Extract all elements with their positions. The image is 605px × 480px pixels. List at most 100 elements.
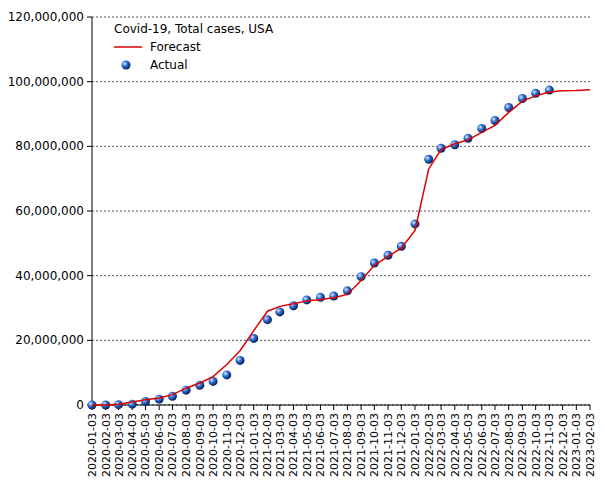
x-tick xyxy=(226,405,227,410)
x-tick-label: 2021-10-03 xyxy=(368,413,381,477)
x-tick xyxy=(199,405,200,410)
x-tick xyxy=(253,405,254,410)
y-tick-label: 20,000,000 xyxy=(15,333,84,347)
y-tick-label: 0 xyxy=(76,398,84,412)
x-tick-label: 2022-09-03 xyxy=(516,413,529,477)
x-tick-label: 2023-02-03 xyxy=(584,413,597,477)
y-tick xyxy=(87,146,92,147)
grid-line xyxy=(92,81,590,82)
x-tick xyxy=(347,405,348,410)
x-tick-label: 2021-11-03 xyxy=(382,413,395,477)
plot-area xyxy=(88,86,591,410)
x-tick-label: 2022-01-03 xyxy=(409,413,422,477)
y-tick-label: 60,000,000 xyxy=(15,204,84,218)
y-tick xyxy=(87,211,92,212)
x-tick-label: 2021-02-03 xyxy=(261,413,274,477)
x-tick-label: 2022-06-03 xyxy=(476,413,489,477)
x-tick-label: 2020-04-03 xyxy=(126,413,139,477)
x-tick-label: 2021-01-03 xyxy=(248,413,261,477)
x-tick xyxy=(213,405,214,410)
actual-point xyxy=(275,307,284,316)
x-tick-label: 2020-06-03 xyxy=(153,413,166,477)
x-tick xyxy=(388,405,389,410)
forecast-line xyxy=(92,90,590,405)
x-tick xyxy=(454,405,455,410)
y-tick xyxy=(87,340,92,341)
x-tick-label: 2021-12-03 xyxy=(395,413,408,477)
x-tick xyxy=(374,405,375,410)
actual-point xyxy=(329,292,338,301)
x-tick-label: 2020-03-03 xyxy=(113,413,126,477)
x-tick-label: 2022-10-03 xyxy=(530,413,543,477)
y-tick-label: 120,000,000 xyxy=(8,10,84,24)
x-tick-label: 2021-05-03 xyxy=(301,413,314,477)
x-tick xyxy=(186,405,187,410)
x-tick xyxy=(172,405,173,410)
grid-line xyxy=(92,275,590,276)
x-tick xyxy=(293,405,294,410)
x-tick-label: 2022-05-03 xyxy=(462,413,475,477)
x-tick xyxy=(401,405,402,410)
x-tick xyxy=(159,405,160,410)
y-tick xyxy=(87,81,92,82)
actual-point xyxy=(222,370,231,379)
grid-line xyxy=(92,17,590,18)
x-tick xyxy=(535,405,536,410)
x-tick-label: 2020-11-03 xyxy=(221,413,234,477)
x-tick-label: 2021-04-03 xyxy=(287,413,300,477)
grid-line xyxy=(92,340,590,341)
y-tick-label: 80,000,000 xyxy=(15,139,84,153)
x-tick-label: 2021-09-03 xyxy=(355,413,368,477)
x-tick-label: 2021-08-03 xyxy=(341,413,354,477)
x-tick-label: 2022-12-03 xyxy=(557,413,570,477)
x-tick xyxy=(522,405,523,410)
x-tick xyxy=(468,405,469,410)
x-tick xyxy=(428,405,429,410)
grid-line xyxy=(92,405,590,406)
x-tick-label: 2022-11-03 xyxy=(543,413,556,477)
legend-label: Actual xyxy=(150,58,188,72)
actual-point xyxy=(141,397,150,406)
y-axis xyxy=(92,17,93,405)
legend-marker xyxy=(114,46,142,48)
x-tick-label: 2020-05-03 xyxy=(139,413,152,477)
x-tick-label: 2020-12-03 xyxy=(234,413,247,477)
x-tick-label: 2022-07-03 xyxy=(489,413,502,477)
x-tick xyxy=(481,405,482,410)
x-axis xyxy=(92,405,590,406)
x-tick-label: 2020-02-03 xyxy=(100,413,113,477)
x-tick xyxy=(306,405,307,410)
x-tick-label: 2021-07-03 xyxy=(328,413,341,477)
x-tick-label: 2022-04-03 xyxy=(449,413,462,477)
y-tick-label: 100,000,000 xyxy=(8,75,84,89)
x-tick xyxy=(361,405,362,410)
x-tick xyxy=(267,405,268,410)
y-tick-label: 40,000,000 xyxy=(15,269,84,283)
x-tick-label: 2022-02-03 xyxy=(423,413,436,477)
grid-line xyxy=(92,146,590,147)
x-tick xyxy=(549,405,550,410)
x-tick xyxy=(279,405,280,410)
legend-label: Forecast xyxy=(150,40,201,54)
x-tick-label: 2022-03-03 xyxy=(435,413,448,477)
x-tick-label: 2021-06-03 xyxy=(314,413,327,477)
x-tick-label: 2021-03-03 xyxy=(274,413,287,477)
x-tick xyxy=(508,405,509,410)
x-tick-label: 2020-08-03 xyxy=(180,413,193,477)
x-tick xyxy=(441,405,442,410)
actual-point xyxy=(236,356,245,365)
y-tick xyxy=(87,17,92,18)
x-tick xyxy=(320,405,321,410)
x-tick xyxy=(333,405,334,410)
chart-title: Covid-19, Total cases, USA xyxy=(114,22,274,36)
x-tick-label: 2022-08-03 xyxy=(503,413,516,477)
x-tick xyxy=(415,405,416,410)
x-tick-label: 2020-10-03 xyxy=(207,413,220,477)
actual-point xyxy=(424,155,433,164)
x-tick-label: 2023-01-03 xyxy=(570,413,583,477)
actual-point xyxy=(490,116,499,125)
x-tick xyxy=(562,405,563,410)
x-tick xyxy=(240,405,241,410)
x-tick xyxy=(576,405,577,410)
x-tick xyxy=(590,405,591,410)
